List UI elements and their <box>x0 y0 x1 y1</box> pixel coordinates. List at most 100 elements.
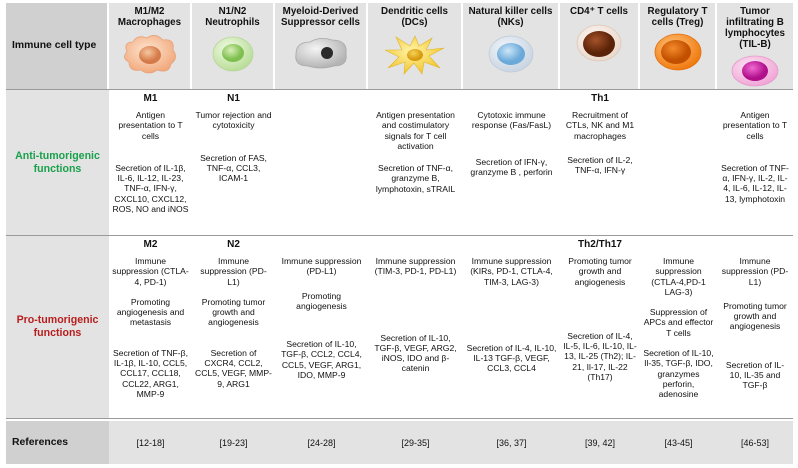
function-text: Antigen presentation to T cells <box>118 110 183 141</box>
secretion-text: Secretion of IL-4, IL-5, IL-6, IL-10, IL… <box>563 330 637 383</box>
corner-label: Immune cell type <box>6 3 109 89</box>
pro-neutrophils: N2 Immune suppression (PD-L1) Promoting … <box>192 236 275 419</box>
function-text: Antigen presentation and costimulatory s… <box>376 110 455 151</box>
ref-macrophages: [12-18] <box>109 419 192 464</box>
pro-treg: Immune suppression (CTLA-4,PD-1 LAG-3) S… <box>640 236 717 419</box>
function-text: Promoting tumor growth and angiogenesis <box>568 256 632 287</box>
subtype-label <box>466 239 557 251</box>
secretion-text: Secretion of TNF-α, IFN-γ, IL-2, IL-4, I… <box>721 162 789 204</box>
anti-til-b: Antigen presentation to T cells Secretio… <box>717 89 793 236</box>
cell-type-name: Myeloid-Derived Suppressor cells <box>281 6 360 28</box>
secretion-text: Secretion of IL-10, IL-35 and TGF-β <box>725 359 785 391</box>
anti-tumorigenic-label: Anti-tumorigenic functions <box>6 89 109 236</box>
cell-type-name: Natural killer cells (NKs) <box>468 6 553 28</box>
cell-type-name: Dendritic cells (DCs) <box>381 6 448 28</box>
ref-treg: [43-45] <box>640 419 717 464</box>
pro-tumorigenic-label: Pro-tumorigenic functions <box>6 236 109 419</box>
cell-type-name: Tumor infiltrating B lymphocytes (TIL-B) <box>725 6 785 50</box>
function-text: Immune suppression (PD-L1) <box>281 256 362 277</box>
function-text: Immune suppression (PD-L1) <box>721 256 789 287</box>
nk-cell-icon <box>488 35 533 73</box>
subtype-label: N1 <box>227 93 240 104</box>
treg-cell-icon <box>654 33 701 71</box>
anti-cd4-t-cells: Th1 Recruitment of CTLs, NK and M1 macro… <box>560 89 640 236</box>
header-treg: Regulatory T cells (Treg) <box>640 3 717 89</box>
anti-nk-cells: Cytotoxic immune response (Fas/FasL) Sec… <box>463 89 560 236</box>
subtype-label <box>720 93 790 105</box>
pro-dendritic: Immune suppression (TIM-3, PD-1, PD-L1) … <box>368 236 463 419</box>
cell-type-name: Regulatory T cells (Treg) <box>647 6 708 28</box>
function-text: Cytotoxic immune response (Fas/FasL) <box>471 110 552 131</box>
function-text: Promoting angiogenesis <box>296 290 347 311</box>
ref-nk-cells: [36, 37] <box>463 419 560 464</box>
subtype-label <box>371 239 460 251</box>
function-text: Immune suppression (KIRs, PD-1, CTLA-4, … <box>470 256 553 287</box>
cell-type-name: CD4⁺ T cells <box>570 6 628 17</box>
cell-type-name: M1/M2 Macrophages <box>117 6 182 28</box>
function-text: Immune suppression (CTLA-4,PD-1 LAG-3) <box>651 256 706 297</box>
secretion-text: Secretion of FAS, TNF-α, CCL3, ICAM-1 <box>200 152 267 184</box>
subtype-label <box>466 93 557 105</box>
neutrophil-icon <box>212 36 253 72</box>
subtype-label: M1 <box>143 93 158 104</box>
anti-dendritic: Antigen presentation and costimulatory s… <box>368 89 463 236</box>
function-text: Immune suppression (TIM-3, PD-1, PD-L1) <box>374 256 457 277</box>
ref-mdsc: [24-28] <box>275 419 368 464</box>
subtype-label: Th1 <box>591 93 609 104</box>
references-label: References <box>6 419 109 464</box>
secretion-text: Secretion of IL-2, TNF-α, IFN-γ <box>567 154 633 176</box>
anti-treg <box>640 89 717 236</box>
header-dendritic: Dendritic cells (DCs) <box>368 3 463 89</box>
pro-cd4-t-cells: Th2/Th17 Promoting tumor growth and angi… <box>560 236 640 419</box>
secretion-text: Secretion of IFN-γ, granzyme B , perfori… <box>470 156 553 177</box>
secretion-text: Secretion of TNF-β, IL-1β, IL-10, CCL5, … <box>113 347 188 399</box>
ref-cd4-t-cells: [39, 42] <box>560 419 640 464</box>
secretion-text: Secretion of IL-10, TGF-β, VEGF, ARG2, i… <box>374 332 457 374</box>
subtype-label <box>278 239 365 251</box>
secretion-text: Secretion of TNF-α, granzyme B, lymphoto… <box>375 163 456 194</box>
header-til-b: Tumor infiltrating B lymphocytes (TIL-B) <box>717 3 793 89</box>
dendritic-cell-icon <box>384 35 444 75</box>
anti-neutrophils: N1 Tumor rejection and cytotoxicity Secr… <box>192 89 275 236</box>
header-mdsc: Myeloid-Derived Suppressor cells <box>275 3 368 89</box>
pro-mdsc: Immune suppression (PD-L1) Promoting ang… <box>275 236 368 419</box>
pro-til-b: Immune suppression (PD-L1) Promoting tum… <box>717 236 793 419</box>
subtype-label <box>720 239 790 251</box>
function-text: Immune suppression (PD-L1) <box>200 256 267 287</box>
secretion-text: Secretion of IL-10, Il-35, TGF-β, IDO, g… <box>643 348 714 400</box>
function-text: Immune suppression (CTLA-4, PD-1) <box>112 256 189 287</box>
header-neutrophils: N1/N2 Neutrophils <box>192 3 275 89</box>
til-b-cell-icon <box>731 55 779 87</box>
header-nk-cells: Natural killer cells (NKs) <box>463 3 560 89</box>
ref-neutrophils: [19-23] <box>192 419 275 464</box>
secretion-text: Secretion of IL-10, TGF-β, CCL2, CCL4, C… <box>281 339 362 381</box>
subtype-label <box>371 93 460 105</box>
subtype-label: M2 <box>143 239 158 250</box>
mdsc-icon <box>294 38 347 69</box>
function-text: Promoting tumor growth and angiogenesis <box>723 300 787 332</box>
secretion-text: Secretion of IL-1β, IL-6, IL-12, IL-23, … <box>112 162 189 215</box>
function-text: Tumor rejection and cytotoxicity <box>195 110 272 131</box>
function-text: Suppression of APCs and effector T cells <box>643 307 714 338</box>
function-text: Promoting angiogenesis and metastasis <box>116 296 185 328</box>
function-text: Recruitment of CTLs, NK and M1 macrophag… <box>565 110 635 141</box>
immune-cell-table: Immune cell type M1/M2 Macrophages N1/N2… <box>6 3 793 464</box>
secretion-text: Secretion of IL-4, IL-10, IL-13 TGF-β, V… <box>466 342 557 374</box>
secretion-text: Secretion of CXCR4, CCL2, CCL5, VEGF, MM… <box>195 347 272 389</box>
subtype-label <box>643 239 714 251</box>
ref-til-b: [46-53] <box>717 419 793 464</box>
cell-type-name: N1/N2 Neutrophils <box>205 6 260 28</box>
subtype-label: Th2/Th17 <box>578 239 622 250</box>
function-text: Antigen presentation to T cells <box>722 110 788 141</box>
macrophage-icon <box>123 35 176 74</box>
function-text: Promoting tumor growth and angiogenesis <box>201 296 266 328</box>
ref-dendritic: [29-35] <box>368 419 463 464</box>
anti-macrophages: M1 Antigen presentation to T cells Secre… <box>109 89 192 236</box>
cd4-t-cell-icon <box>576 24 622 62</box>
pro-macrophages: M2 Immune suppression (CTLA-4, PD-1) Pro… <box>109 236 192 419</box>
subtype-label: N2 <box>227 239 240 250</box>
anti-mdsc <box>275 89 368 236</box>
header-macrophages: M1/M2 Macrophages <box>109 3 192 89</box>
pro-nk-cells: Immune suppression (KIRs, PD-1, CTLA-4, … <box>463 236 560 419</box>
header-cd4-t-cells: CD4⁺ T cells <box>560 3 640 89</box>
